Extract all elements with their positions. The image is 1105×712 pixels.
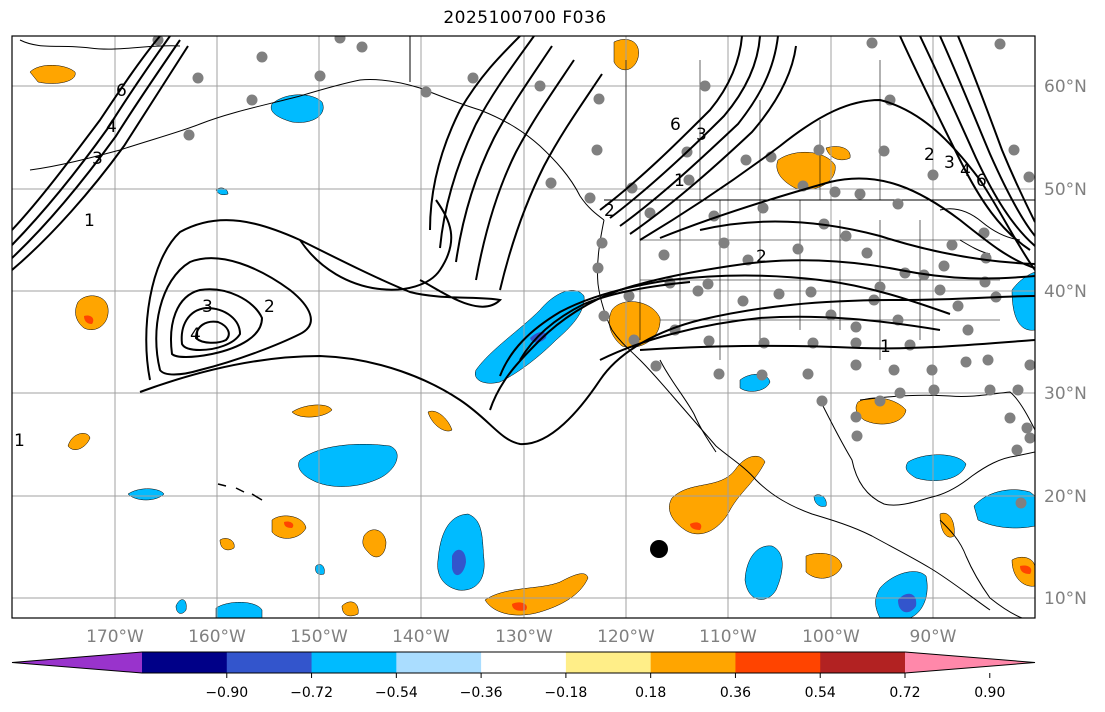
contour-label-2-east: 2: [756, 247, 767, 267]
lon-label-100w: 100°W: [802, 627, 860, 647]
contour-label-3-low: 3: [202, 297, 213, 317]
colorbar-segment: [142, 652, 228, 673]
lat-label-10n: 10°N: [1044, 589, 1087, 609]
colorbar-outline: [11, 651, 1036, 674]
lat-label-50n: 50°N: [1044, 180, 1087, 200]
colorbar-segment: [396, 652, 482, 673]
contour-label-2-low: 2: [264, 297, 275, 317]
colorbar-tick-label: 0.36: [720, 685, 751, 701]
lat-label-60n: 60°N: [1044, 77, 1087, 97]
colorbar-segment: [735, 652, 821, 673]
colorbar-segment: [820, 652, 906, 673]
graticule: [12, 36, 1035, 618]
contour-label-1-edge: 1: [14, 431, 25, 451]
contour-label-6-nw: 6: [116, 81, 127, 101]
longitude-axis: 170°W 160°W 150°W 140°W 130°W 120°W 110°…: [86, 627, 957, 647]
contour-label-1-east: 1: [880, 337, 891, 357]
lon-label-160w: 160°W: [188, 627, 246, 647]
contour-label-1-west: 1: [84, 211, 95, 231]
colorbar-extend-low: [12, 652, 142, 673]
colorbar-tick-label: −0.90: [205, 685, 248, 701]
colorbar-tick-label: −0.72: [290, 685, 333, 701]
lon-label-150w: 150°W: [290, 627, 348, 647]
colorbar-tick-label: 0.54: [805, 685, 836, 701]
contour-label-4-nw: 4: [106, 117, 117, 137]
contour-label-4-ne: 4: [960, 161, 971, 181]
contour-label-6-north: 6: [670, 115, 681, 135]
contour-label-3-north: 3: [696, 125, 707, 145]
contour-label-3-ne: 3: [944, 153, 955, 173]
lon-label-170w: 170°W: [86, 627, 144, 647]
lat-label-20n: 20°N: [1044, 487, 1087, 507]
contour-label-2-ne: 2: [924, 145, 935, 165]
chart-title: 2025100700 F036: [443, 8, 607, 28]
contour-labels: 1 2 3 4 2 1 6 3 2 1 2 3 4 6 6 4 3 1: [14, 81, 987, 451]
lon-label-140w: 140°W: [392, 627, 450, 647]
colorbar-segment: [481, 652, 567, 673]
contour-label-3-nw: 3: [92, 149, 103, 169]
colorbar-tick-label: 0.18: [635, 685, 666, 701]
colorbar-tick-label: 0.72: [889, 685, 920, 701]
colorbar-tick-label: −0.18: [544, 685, 587, 701]
lon-label-110w: 110°W: [699, 627, 757, 647]
latitude-axis: 60°N 50°N 40°N 30°N 20°N 10°N: [1044, 77, 1087, 609]
colorbar-tick-label: 0.90: [974, 685, 1005, 701]
map-frame: [11, 35, 1036, 619]
contour-label-6-ne: 6: [976, 171, 987, 191]
lon-label-130w: 130°W: [495, 627, 553, 647]
storm-center-marker: [650, 540, 668, 558]
contour-label-2-north: 2: [604, 201, 615, 221]
colorbar-segment: [226, 652, 313, 673]
contour-label-1-north: 1: [674, 171, 685, 191]
colorbar-tick-label: −0.54: [375, 685, 418, 701]
contours: [12, 36, 1035, 446]
colorbar-tick-label: −0.36: [460, 685, 503, 701]
lat-label-40n: 40°N: [1044, 282, 1087, 302]
colorbar-segment: [650, 652, 736, 673]
lon-label-120w: 120°W: [597, 627, 655, 647]
lat-label-30n: 30°N: [1044, 384, 1087, 404]
colorbar-segment: [311, 652, 397, 673]
colorbar-segment: [565, 652, 652, 673]
colorbar-extend-high: [905, 652, 1035, 673]
contour-label-4-low: 4: [190, 325, 201, 345]
colorbar: −0.90 −0.72 −0.54 −0.36 −0.18 0.18 0.36 0.54 0.7…: [11, 651, 1036, 701]
lon-label-90w: 90°W: [910, 627, 957, 647]
